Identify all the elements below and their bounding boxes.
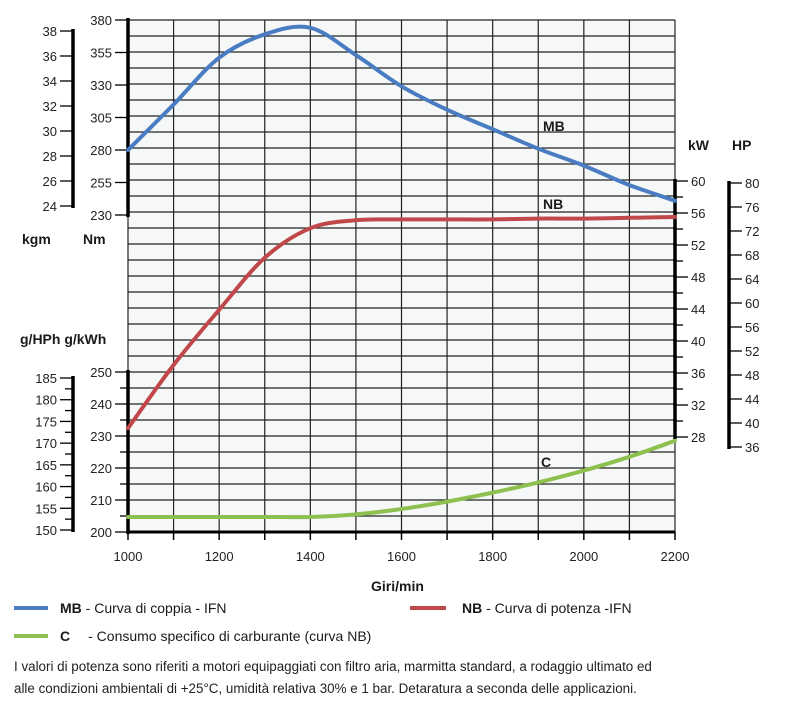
nm-tick-label: 280	[90, 143, 112, 158]
nm-tick-label: 255	[90, 176, 112, 191]
curve-label-mb: MB	[543, 118, 565, 134]
x-tick-label: 1400	[296, 549, 325, 564]
hp-tick-label: 52	[745, 344, 759, 359]
hp-tick-label: 60	[745, 296, 759, 311]
axis-title-kgm: kgm	[22, 231, 51, 247]
kgm-tick-label: 30	[43, 124, 57, 139]
ghph-tick-label: 180	[35, 393, 57, 408]
gkwh-tick-label: 220	[90, 461, 112, 476]
kw-tick-label: 28	[691, 430, 705, 445]
series-line-c	[126, 438, 677, 520]
axis-title-hp: HP	[732, 137, 752, 153]
gkwh-tick-label: 200	[90, 525, 112, 540]
x-axis-title: Giri/min	[371, 578, 424, 594]
hp-tick-label: 44	[745, 392, 759, 407]
gkwh-tick-label: 230	[90, 429, 112, 444]
x-tick-label: 1800	[478, 549, 507, 564]
hp-tick-label: 72	[745, 224, 759, 239]
axis-title-kw: kW	[688, 137, 709, 153]
legend-swatch-mb	[14, 606, 48, 610]
nm-tick-label: 305	[90, 111, 112, 126]
legend-swatch-nb	[410, 606, 446, 610]
series-line-mb	[126, 24, 677, 203]
nm-tick-label: 230	[90, 208, 112, 223]
nm-tick-label: 355	[90, 46, 112, 61]
kw-tick-label: 36	[691, 366, 705, 381]
curve-label-c: C	[541, 454, 552, 470]
curve-label-nb: NB	[543, 196, 564, 212]
footnote: I valori di potenza sono riferiti a moto…	[14, 656, 652, 700]
ghph-tick-label: 170	[35, 436, 57, 451]
kgm-tick-label: 34	[43, 74, 57, 89]
kw-tick-label: 44	[691, 302, 705, 317]
gkwh-tick-label: 250	[90, 365, 112, 380]
axis-title-nm: Nm	[83, 231, 106, 247]
kgm-tick-label: 36	[43, 49, 57, 64]
hp-tick-label: 36	[745, 440, 759, 455]
legend-item-mb: MB - Curva di coppia - IFN	[60, 600, 227, 616]
x-tick-label: 1200	[205, 549, 234, 564]
series-line-nb	[126, 215, 677, 431]
gkwh-tick-label: 210	[90, 493, 112, 508]
ghph-tick-label: 185	[35, 371, 57, 386]
nm-tick-label: 330	[90, 78, 112, 93]
hp-tick-label: 48	[745, 368, 759, 383]
legend-swatch-c	[14, 634, 48, 638]
hp-tick-label: 56	[745, 320, 759, 335]
hp-tick-label: 80	[745, 176, 759, 191]
kgm-tick-label: 26	[43, 174, 57, 189]
kgm-tick-label: 28	[43, 149, 57, 164]
gkwh-tick-label: 240	[90, 397, 112, 412]
ghph-tick-label: 160	[35, 480, 57, 495]
kw-tick-label: 48	[691, 270, 705, 285]
hp-tick-label: 76	[745, 200, 759, 215]
kw-tick-label: 60	[691, 174, 705, 189]
kw-tick-label: 32	[691, 398, 705, 413]
kw-tick-label: 56	[691, 206, 705, 221]
x-tick-label: 2200	[661, 549, 690, 564]
ghph-tick-label: 165	[35, 458, 57, 473]
legend-item-nb: NB - Curva di potenza -IFN	[462, 600, 632, 616]
hp-tick-label: 40	[745, 416, 759, 431]
ghph-tick-label: 150	[35, 523, 57, 538]
kgm-tick-label: 38	[43, 24, 57, 39]
hp-tick-label: 64	[745, 272, 759, 287]
hp-tick-label: 68	[745, 248, 759, 263]
footnote-line: alle condizioni ambientali di +25°C, umi…	[14, 681, 637, 696]
kw-tick-label: 40	[691, 334, 705, 349]
x-tick-label: 1000	[114, 549, 143, 564]
ghph-tick-label: 155	[35, 501, 57, 516]
x-tick-label: 2000	[569, 549, 598, 564]
kgm-tick-label: 24	[43, 199, 57, 214]
footnote-line: I valori di potenza sono riferiti a moto…	[14, 659, 652, 674]
kw-tick-label: 52	[691, 238, 705, 253]
legend-item-c: C- Consumo specifico di carburante (curv…	[60, 628, 372, 644]
kgm-tick-label: 32	[43, 99, 57, 114]
x-tick-label: 1600	[387, 549, 416, 564]
axis-title-fuel: g/HPh g/kWh	[20, 331, 107, 347]
nm-tick-label: 380	[90, 13, 112, 28]
ghph-tick-label: 175	[35, 414, 57, 429]
